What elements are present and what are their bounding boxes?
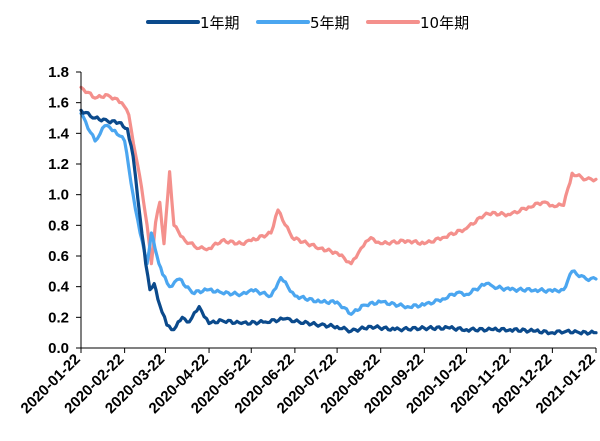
series-line-one-year [79, 108, 598, 336]
series-line-ten-year [79, 85, 598, 266]
series-line-five-year [79, 111, 598, 316]
y-tick-label: 1.6 [48, 95, 69, 112]
chart-legend: 1年期 5年期 10年期 [146, 14, 469, 32]
y-tick-label: 1.2 [48, 156, 69, 173]
y-tick-label: 0.8 [48, 217, 69, 234]
y-tick-label: 0.2 [48, 309, 69, 326]
y-tick-label: 0.0 [48, 340, 69, 357]
legend-label-ten-year: 10年期 [420, 14, 469, 32]
y-tick-label: 1.0 [48, 187, 69, 204]
legend-label-five-year: 5年期 [310, 14, 350, 32]
y-tick-label: 1.4 [48, 125, 70, 142]
series-layer [79, 85, 598, 336]
legend-label-one-year: 1年期 [200, 14, 240, 32]
y-tick-label: 0.6 [48, 248, 69, 265]
axes-layer: 0.00.20.40.60.81.01.21.41.61.82020-01-22… [18, 64, 599, 417]
y-tick-label: 0.4 [48, 279, 70, 296]
y-tick-label: 1.8 [48, 64, 69, 81]
